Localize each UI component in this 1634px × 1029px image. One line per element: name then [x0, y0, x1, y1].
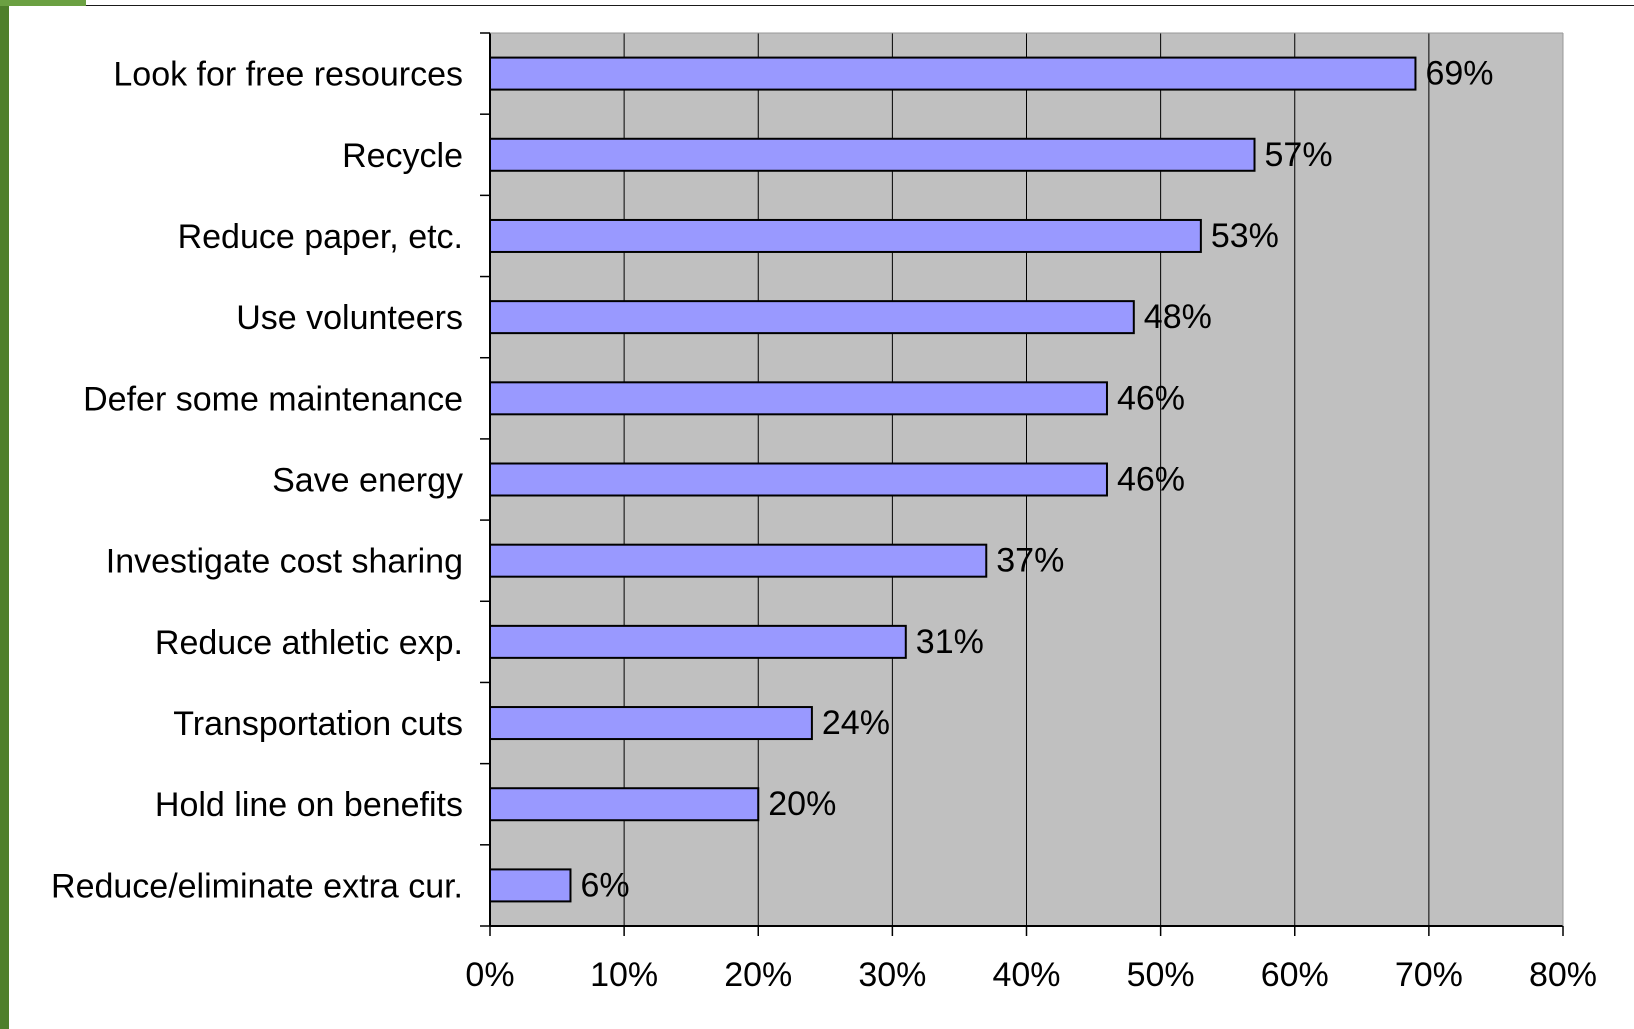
x-tick-label: 20%: [724, 956, 792, 994]
bar: [489, 137, 1256, 172]
category-label: Hold line on benefits: [155, 786, 463, 824]
x-tick-label: 60%: [1261, 956, 1329, 994]
data-label: 24%: [822, 704, 890, 742]
x-tick-label: 40%: [992, 956, 1060, 994]
data-label: 53%: [1211, 217, 1279, 255]
x-tick-label: 70%: [1395, 956, 1463, 994]
data-label: 20%: [768, 785, 836, 823]
corner-accent: [0, 0, 86, 6]
bar: [489, 300, 1135, 335]
x-tick-label: 80%: [1529, 956, 1597, 994]
data-label: 6%: [580, 866, 629, 904]
left-accent-stripe: [0, 0, 9, 1029]
bar: [489, 381, 1108, 416]
data-label: 57%: [1265, 136, 1333, 174]
bar: [489, 543, 988, 578]
category-label: Reduce/eliminate extra cur.: [51, 867, 463, 905]
category-label: Investigate cost sharing: [106, 543, 463, 581]
bar: [489, 56, 1417, 91]
category-label: Defer some maintenance: [83, 380, 463, 418]
bar: [489, 624, 907, 659]
x-tick-label: 30%: [858, 956, 926, 994]
category-label: Transportation cuts: [173, 705, 463, 743]
value-labels: 69% 57% 53% 48% 46% 46% 37% 31% 24% 20% 6%: [580, 55, 1493, 905]
category-label: Look for free resources: [113, 56, 463, 94]
x-tick-label: 0%: [465, 956, 514, 994]
bar: [489, 706, 813, 741]
x-axis-tick-labels: 0% 10% 20% 30% 40% 50% 60% 70% 80%: [465, 956, 1597, 994]
axes: [480, 32, 1564, 936]
bar: [489, 462, 1108, 497]
x-tick-label: 10%: [590, 956, 658, 994]
data-label: 69%: [1425, 55, 1493, 93]
category-label: Reduce paper, etc.: [178, 218, 463, 256]
x-tick-label: 50%: [1127, 956, 1195, 994]
data-label: 31%: [916, 623, 984, 661]
data-label: 37%: [996, 542, 1064, 580]
top-border-line: [86, 5, 1634, 6]
data-label: 46%: [1117, 461, 1185, 499]
data-label: 46%: [1117, 379, 1185, 417]
bars: [489, 56, 1417, 903]
bar: [489, 218, 1202, 253]
category-label: Reduce athletic exp.: [155, 624, 463, 662]
category-label: Recycle: [342, 137, 463, 175]
category-label: Save energy: [272, 462, 463, 500]
bar: [489, 868, 572, 903]
category-labels: Look for free resources Recycle Reduce pap…: [51, 56, 463, 906]
bar: [489, 787, 760, 822]
data-label: 48%: [1144, 298, 1212, 336]
category-label: Use volunteers: [236, 299, 463, 337]
